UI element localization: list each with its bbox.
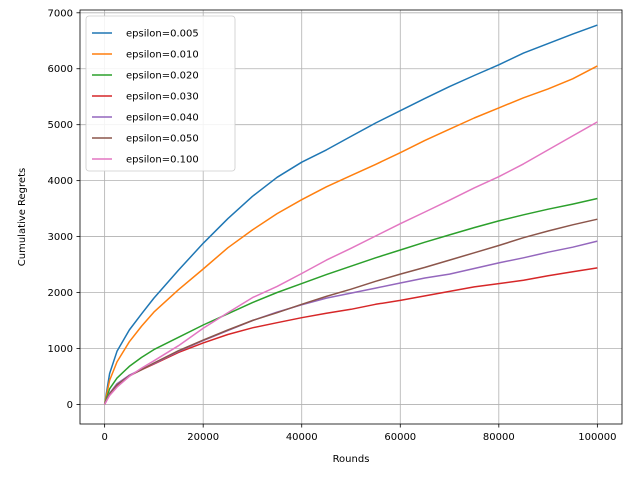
- series-lines: [103, 24, 598, 405]
- y-tick-label: 7000: [48, 8, 73, 19]
- x-axis-label: Rounds: [333, 454, 370, 465]
- legend-label: epsilon=0.010: [126, 50, 199, 61]
- x-tick-label: 60000: [384, 432, 416, 443]
- axes-frame: [79, 9, 623, 425]
- x-tick-label: 80000: [483, 432, 515, 443]
- x-tick-label: 100000: [578, 432, 616, 443]
- series-line: [103, 197, 598, 405]
- y-tick-label: 2000: [48, 288, 73, 299]
- legend-label: epsilon=0.030: [126, 92, 199, 103]
- series-line: [103, 121, 598, 405]
- y-tick-label: 3000: [48, 232, 73, 243]
- y-tick-label: 1000: [48, 344, 73, 355]
- y-axis-label: Cumulative Regrets: [17, 168, 28, 266]
- legend-label: epsilon=0.040: [126, 113, 199, 124]
- legend-box: [85, 15, 236, 172]
- legend-label: epsilon=0.050: [126, 134, 199, 145]
- legend-label: epsilon=0.005: [126, 29, 199, 40]
- x-tick-label: 20000: [187, 432, 219, 443]
- legend-label: epsilon=0.100: [126, 155, 199, 166]
- legend-label: epsilon=0.020: [126, 71, 199, 82]
- y-tick-label: 0: [67, 400, 73, 411]
- series-line: [103, 65, 598, 405]
- x-tick-label: 0: [101, 432, 107, 443]
- x-axis-ticks: 0 20000 40000 60000 80000 100000: [101, 424, 616, 443]
- series-line: [103, 218, 598, 405]
- y-tick-label: 6000: [48, 64, 73, 75]
- y-axis-ticks: 0 1000 2000 3000 4000 5000 6000 7000: [48, 8, 80, 411]
- y-tick-label: 5000: [48, 120, 73, 131]
- y-tick-label: 4000: [48, 176, 73, 187]
- legend: epsilon=0.005 epsilon=0.010 epsilon=0.020 e…: [85, 15, 236, 172]
- x-tick-label: 40000: [286, 432, 318, 443]
- series-line: [103, 24, 598, 405]
- grid-lines: [80, 10, 622, 424]
